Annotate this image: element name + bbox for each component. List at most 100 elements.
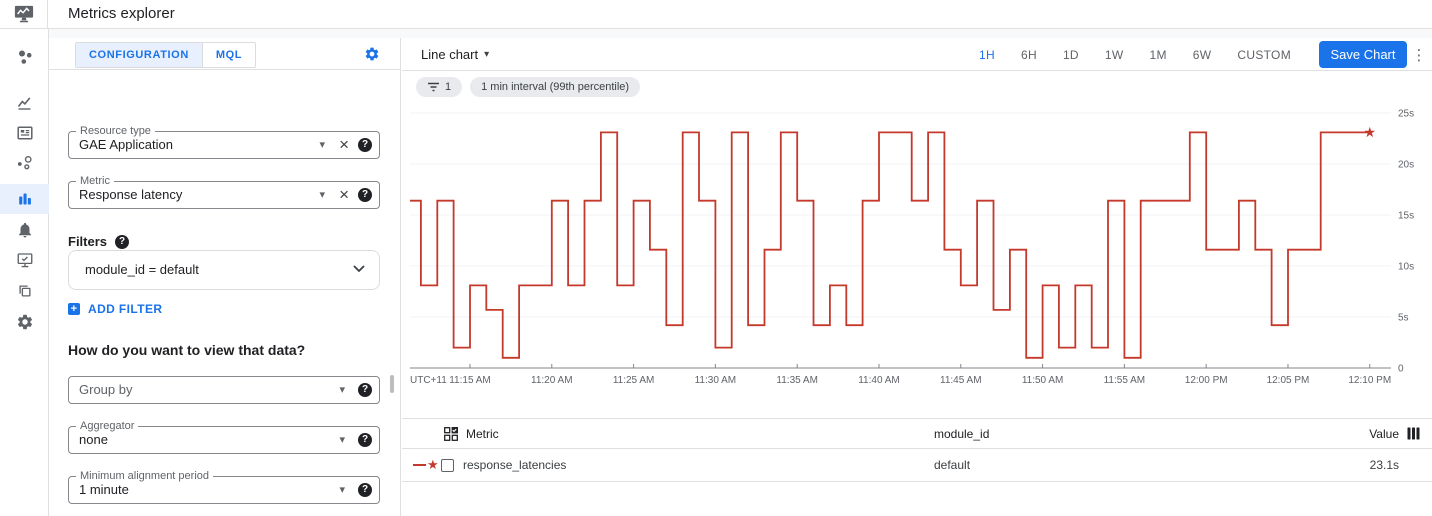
svg-text:11:55 AM: 11:55 AM — [1104, 375, 1146, 386]
time-range-group: 1H 6H 1D 1W 1M 6W CUSTOM — [966, 38, 1304, 71]
time-range-1w[interactable]: 1W — [1092, 38, 1137, 71]
filters-label-text: Filters — [68, 234, 108, 249]
interval-chip-label: 1 min interval (99th percentile) — [481, 81, 630, 93]
add-icon: + — [68, 303, 80, 315]
app-bar: Metrics explorer — [0, 0, 1432, 29]
clear-icon[interactable]: × — [339, 135, 349, 154]
dropdown-arrow-icon[interactable]: ▾ — [339, 383, 345, 396]
svg-text:11:35 AM: 11:35 AM — [776, 375, 818, 386]
metrics-trend-icon[interactable] — [0, 88, 49, 118]
alignment-period-field[interactable]: Minimum alignment period 1 minute ▾ ? — [68, 470, 380, 504]
help-icon[interactable]: ? — [115, 234, 130, 249]
time-range-1d[interactable]: 1D — [1050, 38, 1092, 71]
services-icon[interactable] — [0, 148, 49, 178]
filter-count-chip[interactable]: 1 — [416, 77, 463, 97]
time-range-custom[interactable]: CUSTOM — [1224, 38, 1304, 71]
add-filter-button[interactable]: + ADD FILTER — [68, 302, 162, 316]
svg-text:11:40 AM: 11:40 AM — [858, 375, 900, 386]
svg-text:11:45 AM: 11:45 AM — [940, 375, 982, 386]
dropdown-arrow-icon[interactable]: ▾ — [319, 138, 325, 151]
svg-text:11:30 AM: 11:30 AM — [695, 375, 737, 386]
chart-header: Line chart ▾ 1H 6H 1D 1W 1M 6W CUSTOM Sa… — [402, 38, 1432, 71]
settings-gear-icon[interactable] — [0, 307, 49, 337]
help-icon[interactable]: ? — [358, 188, 372, 202]
page-background-strip — [49, 29, 1432, 38]
dashboards-icon[interactable] — [0, 118, 49, 148]
help-icon[interactable]: ? — [358, 483, 372, 497]
configuration-header: CONFIGURATION MQL — [49, 38, 400, 70]
dropdown-arrow-icon[interactable]: ▾ — [339, 433, 345, 446]
svg-text:12:10 PM: 12:10 PM — [1348, 375, 1391, 386]
view-data-question: How do you want to view that data? — [68, 342, 306, 358]
svg-text:0: 0 — [1398, 364, 1404, 375]
help-icon[interactable]: ? — [358, 433, 372, 447]
nav-rail — [0, 29, 49, 516]
series-legend-icon: ★ — [413, 449, 439, 481]
chart-panel: Line chart ▾ 1H 6H 1D 1W 1M 6W CUSTOM Sa… — [402, 38, 1432, 516]
interval-chip[interactable]: 1 min interval (99th percentile) — [470, 77, 641, 97]
dropdown-arrow-icon[interactable]: ▾ — [319, 188, 325, 201]
uptime-checks-icon[interactable] — [0, 245, 49, 275]
alerting-bell-icon[interactable] — [0, 215, 49, 245]
aggregator-label: Aggregator — [76, 420, 139, 432]
svg-text:25s: 25s — [1398, 109, 1414, 120]
group-by-field[interactable]: Group by ▾ ? — [68, 376, 380, 404]
tab-mql[interactable]: MQL — [201, 43, 256, 67]
column-header-value[interactable]: Value — [1369, 426, 1399, 441]
resource-type-field[interactable]: Resource type GAE Application ▾ × ? — [68, 125, 380, 159]
filters-section-label: Filters ? — [68, 234, 130, 249]
monitoring-logo-icon[interactable] — [0, 0, 48, 28]
svg-text:12:05 PM: 12:05 PM — [1267, 375, 1310, 386]
aggregator-field[interactable]: Aggregator none ▾ ? — [68, 420, 380, 454]
chart-type-label: Line chart — [421, 47, 479, 62]
column-settings-icon[interactable] — [1407, 419, 1420, 448]
dropdown-arrow-icon[interactable]: ▾ — [339, 483, 345, 496]
chart-type-dropdown[interactable]: Line chart ▾ — [421, 38, 489, 71]
star-icon: ★ — [427, 457, 439, 473]
groups-icon[interactable] — [0, 276, 49, 306]
scrollbar-thumb[interactable] — [390, 375, 394, 393]
latency-line-chart[interactable]: 0 5s 10s 15s 20s 25s 11:15 AM 11:20 AM 11:25 AM 1… — [402, 95, 1432, 409]
legend-line — [413, 464, 426, 466]
metrics-table: Metric module_id Value ★ response_latenc… — [402, 418, 1432, 482]
resource-type-label: Resource type — [76, 125, 155, 137]
metric-label: Metric — [76, 175, 114, 187]
time-range-6h[interactable]: 6H — [1008, 38, 1050, 71]
help-icon[interactable]: ? — [358, 138, 372, 152]
page-title: Metrics explorer — [68, 5, 175, 22]
select-all-grid-icon[interactable] — [444, 419, 458, 448]
time-range-1m[interactable]: 1M — [1137, 38, 1180, 71]
resource-type-value: GAE Application — [79, 137, 173, 152]
row-checkbox[interactable] — [441, 458, 454, 472]
metric-value: Response latency — [79, 187, 183, 202]
chart-settings-gear-icon[interactable] — [364, 46, 380, 62]
content-area: CONFIGURATION MQL Resource type GAE Appl… — [0, 29, 1432, 516]
add-filter-label: ADD FILTER — [88, 302, 163, 316]
column-header-module-id[interactable]: module_id — [934, 426, 990, 441]
row-checkbox-cell — [441, 449, 454, 481]
row-metric-name: response_latencies — [463, 458, 567, 472]
metrics-explorer-icon[interactable] — [0, 184, 49, 214]
svg-text:12:00 PM: 12:00 PM — [1185, 375, 1228, 386]
table-row[interactable]: ★ response_latencies default 23.1s — [402, 449, 1432, 482]
svg-text:10s: 10s — [1398, 262, 1414, 273]
filter-icon — [428, 82, 439, 92]
help-icon[interactable]: ? — [358, 383, 372, 397]
save-chart-button[interactable]: Save Chart — [1319, 41, 1407, 68]
svg-text:20s: 20s — [1398, 160, 1414, 171]
overview-icon[interactable] — [0, 43, 49, 73]
tab-configuration[interactable]: CONFIGURATION — [76, 43, 202, 67]
chart-chips: 1 1 min interval (99th percentile) — [416, 77, 641, 97]
svg-text:UTC+11: UTC+11 — [410, 375, 447, 386]
column-header-metric[interactable]: Metric — [466, 426, 499, 441]
time-range-6w[interactable]: 6W — [1180, 38, 1225, 71]
more-options-icon[interactable]: ⋮ — [1408, 43, 1430, 67]
metric-field[interactable]: Metric Response latency ▾ × ? — [68, 175, 380, 209]
svg-text:11:25 AM: 11:25 AM — [613, 375, 655, 386]
time-range-1h[interactable]: 1H — [966, 38, 1008, 71]
clear-icon[interactable]: × — [339, 185, 349, 204]
filter-value: module_id = default — [85, 262, 199, 277]
filter-chip-dropdown[interactable]: module_id = default — [68, 250, 380, 290]
table-header-row: Metric module_id Value — [402, 418, 1432, 449]
